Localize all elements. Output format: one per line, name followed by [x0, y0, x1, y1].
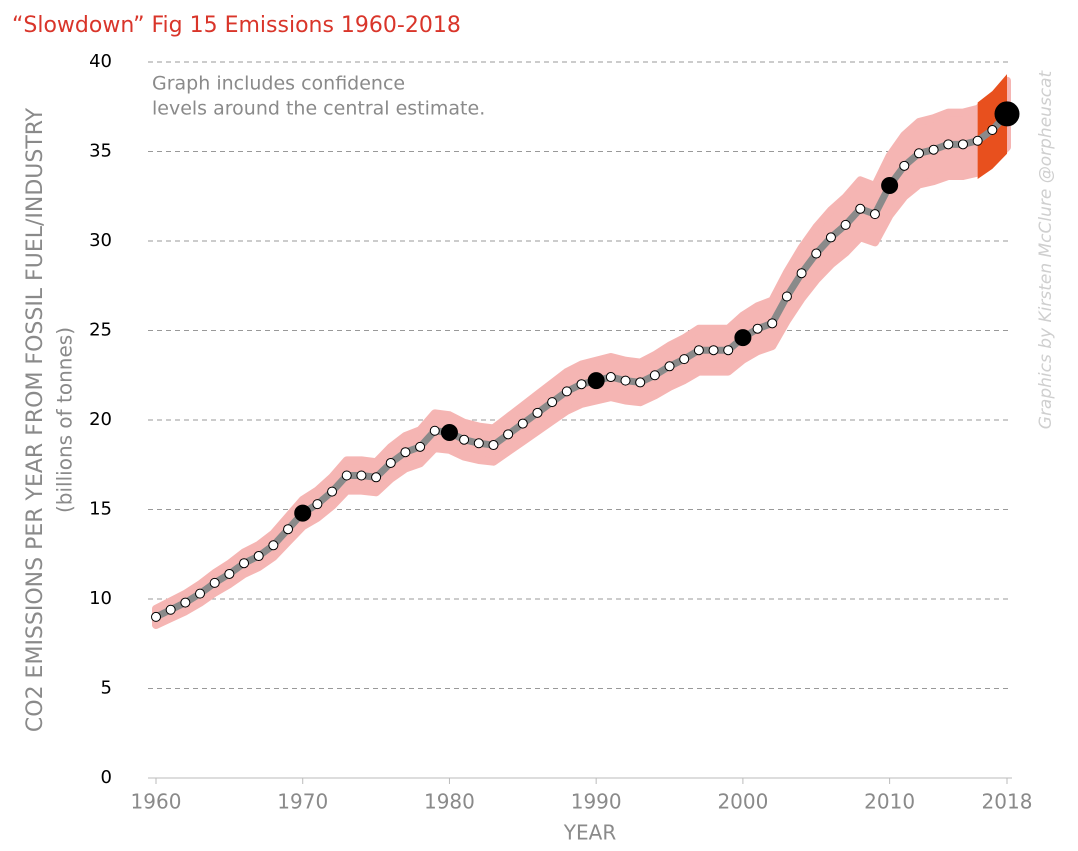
point: [811, 248, 822, 259]
point: [561, 386, 572, 397]
y-tick-label: 30: [89, 230, 112, 251]
x-axis-label: YEAR: [563, 821, 617, 845]
y-tick-label: 0: [101, 767, 112, 788]
y-tick-label: 5: [101, 678, 112, 699]
point: [635, 377, 646, 388]
x-tick-label: 1970: [277, 790, 328, 814]
point: [356, 470, 367, 481]
y-axis-label: CO2 EMISSIONS PER YEAR FROM FOSSIL FUEL/…: [23, 107, 48, 732]
highlight-point: [587, 372, 605, 390]
point: [165, 604, 176, 615]
credit: Graphics by Kirsten McClure @orpheuscat: [1036, 69, 1056, 429]
point: [825, 232, 836, 243]
point: [649, 370, 660, 381]
point: [517, 418, 528, 429]
y-tick-label: 25: [89, 320, 112, 341]
highlight-point: [440, 424, 458, 442]
point: [767, 318, 778, 329]
point: [532, 407, 543, 418]
x-tick-label: 2018: [982, 790, 1033, 814]
point: [855, 203, 866, 214]
y-tick-label: 10: [89, 588, 112, 609]
highlight-point: [994, 101, 1020, 127]
point: [459, 434, 470, 445]
chart-title: “Slowdown” Fig 15 Emissions 1960-2018: [12, 13, 461, 38]
y-tick-label: 40: [89, 51, 112, 72]
point: [693, 345, 704, 356]
annotation: levels around the central estimate.: [152, 98, 485, 120]
point: [239, 558, 250, 569]
y-tick-label: 15: [89, 499, 112, 520]
point: [576, 379, 587, 390]
annotation: Graph includes confidence: [152, 73, 405, 95]
x-tick-label: 1990: [571, 790, 622, 814]
point: [708, 345, 719, 356]
point: [415, 441, 426, 452]
point: [180, 597, 191, 608]
point: [209, 577, 220, 588]
highlight-point: [734, 329, 752, 347]
confidence-band: [152, 76, 1011, 629]
point: [723, 345, 734, 356]
point: [840, 219, 851, 230]
point: [913, 148, 924, 159]
point: [283, 524, 294, 535]
point: [224, 568, 235, 579]
x-tick-label: 1980: [424, 790, 475, 814]
point: [987, 125, 998, 136]
point: [943, 139, 954, 150]
point: [429, 425, 440, 436]
point: [620, 375, 631, 386]
point: [253, 551, 264, 562]
point: [957, 139, 968, 150]
x-tick-label: 1960: [131, 790, 182, 814]
point: [781, 291, 792, 302]
point: [400, 447, 411, 458]
point: [752, 323, 763, 334]
point: [151, 611, 161, 622]
point: [385, 457, 396, 468]
point: [327, 486, 338, 497]
point: [371, 472, 382, 483]
point: [195, 588, 206, 599]
y-tick-label: 35: [89, 141, 112, 162]
point: [268, 540, 279, 551]
point: [972, 135, 983, 146]
point: [928, 144, 939, 155]
highlight-point: [881, 177, 899, 195]
point: [869, 209, 880, 220]
y-tick-label: 20: [89, 409, 112, 430]
x-tick-label: 2010: [864, 790, 915, 814]
point: [679, 354, 690, 365]
x-tick-label: 2000: [717, 790, 768, 814]
point: [605, 372, 616, 383]
point: [341, 470, 352, 481]
point: [899, 160, 910, 171]
point: [547, 397, 558, 408]
point: [312, 499, 323, 510]
point: [473, 438, 484, 449]
point: [796, 268, 807, 279]
highlight-point: [294, 504, 312, 522]
point: [488, 440, 499, 451]
point: [503, 429, 514, 440]
y-axis-sublabel: (billions of tonnes): [53, 327, 77, 513]
point: [664, 361, 675, 372]
